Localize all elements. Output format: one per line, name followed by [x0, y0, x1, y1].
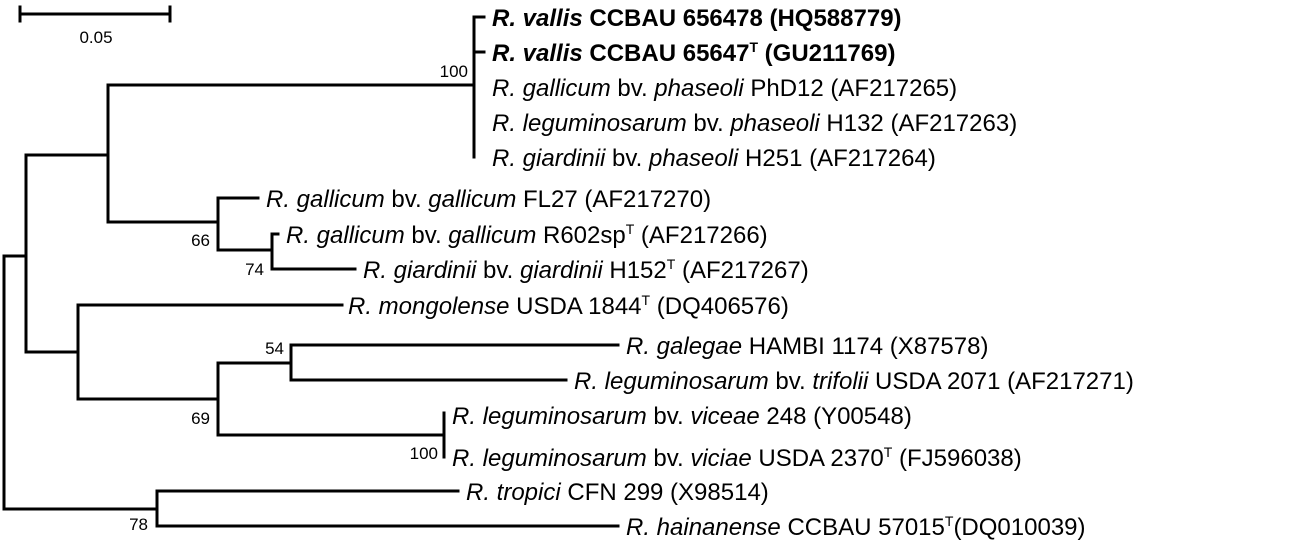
taxon-label-part: phaseoli [653, 75, 744, 102]
taxon-label-part: R. gallicum [492, 75, 611, 102]
taxon-label-part: R. mongolense [348, 293, 509, 320]
taxon-label-part: T [884, 444, 893, 460]
scale-bar: 0.05 [18, 5, 172, 47]
taxon-label-part: bv. [769, 368, 813, 395]
taxon-label-part: (DQ406576) [650, 293, 789, 320]
taxon-label-part: T [945, 513, 954, 529]
taxon-label-part: USDA 1844 [509, 293, 641, 320]
taxon-labels: R. vallis CCBAU 656478 (HQ588779) R. val… [266, 5, 1134, 541]
bootstrap-values: 100 66 74 54 69 100 78 [129, 62, 468, 534]
bootstrap-value: 78 [129, 515, 148, 534]
taxon-label-part: PhD12 (AF217265) [744, 75, 957, 102]
taxon-label-part: H132 (AF217263) [820, 110, 1017, 137]
taxon-label-part: R. vallis [492, 5, 583, 32]
taxon-label-part: R. gallicum [286, 222, 405, 249]
taxon-label-part: R. leguminosarum [452, 403, 647, 430]
bootstrap-value: 74 [245, 260, 264, 279]
taxon-label: R. vallis CCBAU 65647T (GU211769) [492, 39, 895, 67]
taxon-label: R. leguminosarum bv. trifolii USDA 2071 … [574, 368, 1134, 395]
taxon-label: R. leguminosarum bv. phaseoli H132 (AF21… [492, 110, 1017, 137]
taxon-label-part: CCBAU 57015 [781, 514, 945, 541]
taxon-label-part: bv. [476, 257, 520, 284]
taxon-label: R. giardinii bv. phaseoli H251 (AF217264… [492, 145, 936, 172]
taxon-label: R. tropici CFN 299 (X98514) [466, 479, 769, 506]
taxon-label-part: bv. [647, 403, 691, 430]
taxon-label: R. hainanense CCBAU 57015T(DQ010039) [626, 513, 1086, 541]
taxon-label-part: bv. [611, 75, 655, 102]
bootstrap-value: 100 [410, 444, 438, 463]
scale-bar-label: 0.05 [79, 28, 112, 47]
taxon-label-part: R602sp [536, 222, 625, 249]
taxon-label-part: gallicum [448, 222, 536, 249]
taxon-label: R. gallicum bv. gallicum R602spT (AF2172… [286, 221, 768, 249]
taxon-label-part: (FJ596038) [892, 445, 1021, 472]
taxon-label-part: R. tropici [466, 479, 561, 506]
bootstrap-value: 66 [191, 231, 210, 250]
taxon-label-part: R. leguminosarum [452, 445, 647, 472]
taxon-label-part: R. galegae [626, 333, 742, 360]
taxon-label-part: T [626, 221, 635, 237]
taxon-label-part: (DQ010039) [953, 514, 1085, 541]
taxon-label-part: bv. [385, 186, 429, 213]
taxon-label-part: (AF217267) [675, 257, 808, 284]
taxon-label-part: 248 (Y00548) [760, 403, 912, 430]
taxon-label-part: phaseoli [729, 110, 820, 137]
taxon-label-part: phaseoli [648, 145, 739, 172]
taxon-label-part: USDA 2370 [752, 445, 884, 472]
taxon-label-part: CCBAU 656478 (HQ588779) [583, 5, 902, 32]
taxon-label-part: bv. [605, 145, 649, 172]
taxon-label-part: T [642, 292, 651, 308]
taxon-label-part: trifolii [812, 368, 869, 395]
tree-branches [2, 15, 620, 528]
taxon-label-part: viceae [690, 403, 759, 430]
taxon-label-part: gallicum [428, 186, 516, 213]
taxon-label-part: R. gallicum [266, 186, 385, 213]
taxon-label-part: R. giardinii [363, 257, 477, 284]
taxon-label: R. vallis CCBAU 656478 (HQ588779) [492, 5, 902, 32]
taxon-label: R. gallicum bv. phaseoli PhD12 (AF217265… [492, 75, 957, 102]
taxon-label-part: CFN 299 (X98514) [561, 479, 769, 506]
taxon-label-part: R. leguminosarum [492, 110, 687, 137]
taxon-label: R. giardinii bv. giardinii H152T (AF2172… [363, 256, 809, 284]
taxon-label-part: CCBAU 65647 [583, 40, 750, 67]
taxon-label-part: giardinii [520, 257, 603, 284]
taxon-label-part: (AF217266) [634, 222, 767, 249]
taxon-label-part: R. vallis [492, 40, 583, 67]
bootstrap-value: 69 [191, 409, 210, 428]
taxon-label-part: bv. [687, 110, 731, 137]
taxon-label-part: (GU211769) [758, 40, 895, 67]
taxon-label-part: USDA 2071 (AF217271) [868, 368, 1134, 395]
taxon-label-part: H251 (AF217264) [738, 145, 935, 172]
bootstrap-value: 100 [440, 62, 468, 81]
taxon-label-part: T [749, 39, 758, 55]
taxon-label: R. leguminosarum bv. viciae USDA 2370T (… [452, 444, 1022, 472]
taxon-label-part: R. hainanense [626, 514, 781, 541]
taxon-label-part: FL27 (AF217270) [516, 186, 711, 213]
taxon-label-part: bv. [405, 222, 449, 249]
taxon-label-part: T [667, 256, 676, 272]
taxon-label-part: bv. [647, 445, 691, 472]
taxon-label-part: HAMBI 1174 (X87578) [742, 333, 988, 360]
taxon-label: R. mongolense USDA 1844T (DQ406576) [348, 292, 789, 320]
taxon-label: R. gallicum bv. gallicum FL27 (AF217270) [266, 186, 711, 213]
taxon-label-part: R. leguminosarum [574, 368, 769, 395]
taxon-label-part: viciae [690, 445, 751, 472]
taxon-label: R. leguminosarum bv. viceae 248 (Y00548) [452, 403, 912, 430]
taxon-label-part: H152 [603, 257, 667, 284]
taxon-label: R. galegae HAMBI 1174 (X87578) [626, 333, 988, 360]
taxon-label-part: R. giardinii [492, 145, 606, 172]
bootstrap-value: 54 [265, 339, 284, 358]
